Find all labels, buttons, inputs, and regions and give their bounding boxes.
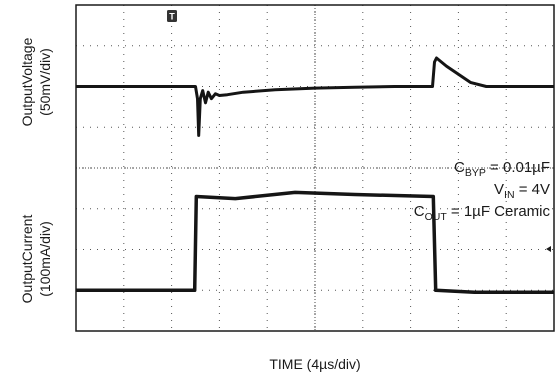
- output-voltage-trace: [76, 56, 554, 137]
- voltage-axis-label: OutputVoltage: [19, 37, 35, 126]
- current-axis-label: OutputCurrent: [19, 215, 35, 304]
- trigger-marker-icon: T: [167, 10, 177, 22]
- annotation-cout: COUT = 1µF Ceramic: [414, 203, 551, 223]
- annotation-vin: VIN = 4V: [494, 181, 550, 201]
- annotation-cbyp: CBYP = 0.01µF: [454, 159, 550, 179]
- time-axis-label: TIME (4µs/div): [269, 356, 361, 372]
- output-current-trace: [76, 190, 554, 295]
- voltage-axis-scale: (50mV/div): [37, 48, 53, 116]
- graticule: [76, 5, 554, 331]
- traces: [76, 56, 554, 295]
- plot-frame: [75, 4, 555, 332]
- trigger-marker-label: T: [169, 12, 175, 22]
- current-axis-scale: (100mA/div): [37, 221, 53, 296]
- channel-arrow-icon: [546, 246, 551, 252]
